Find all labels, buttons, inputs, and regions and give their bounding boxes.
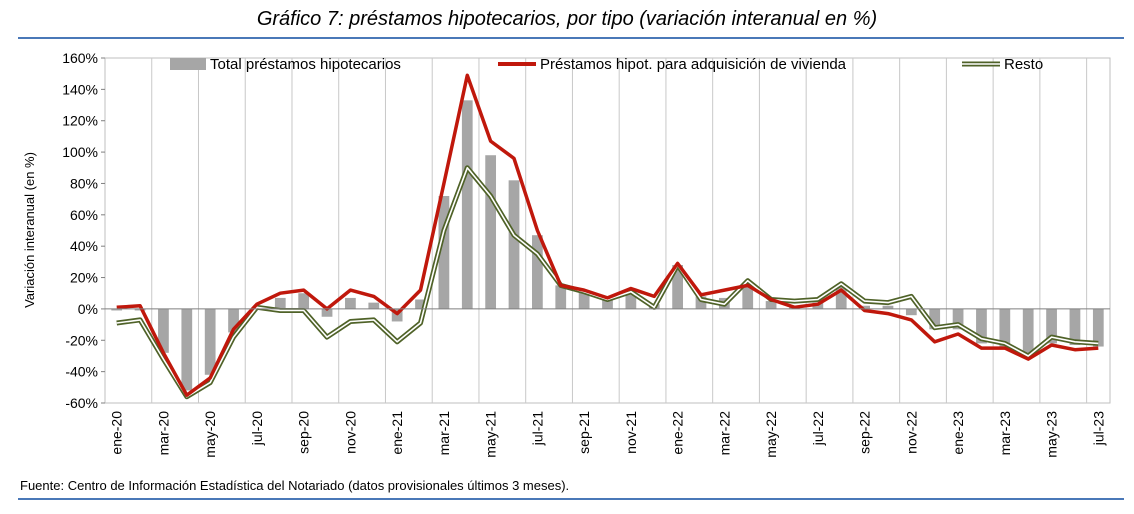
- x-tick-label: ene-23: [950, 411, 966, 455]
- bar-total: [111, 308, 123, 311]
- x-tick-label: sep-20: [296, 411, 312, 454]
- x-tick-label: jul-22: [810, 411, 826, 446]
- chart-title: Gráfico 7: préstamos hipotecarios, por t…: [256, 8, 878, 30]
- top-rule: [18, 37, 1124, 39]
- bar-total: [438, 196, 450, 309]
- bar-total: [228, 308, 239, 333]
- line-adquisicion: [116, 73, 1099, 397]
- bar-total: [952, 308, 964, 330]
- x-tick-label: may-20: [202, 411, 218, 458]
- bar-total: [508, 180, 520, 309]
- x-tick-label: sep-21: [576, 411, 592, 454]
- x-tick-label: mar-22: [716, 411, 732, 456]
- y-tick-label: -60%: [65, 395, 98, 411]
- bar-total: [742, 285, 754, 309]
- plot-frame: [104, 57, 1111, 404]
- x-tick-label: may-21: [483, 411, 499, 458]
- line-resto-outline: [116, 165, 1099, 400]
- bar-total: [765, 301, 777, 309]
- bar-total: [555, 285, 567, 309]
- bar-total: [415, 299, 426, 309]
- grid: [151, 58, 1088, 403]
- x-axis: ene-20 mar-20 may-20 jul-20 sep-20 nov-20 ene-…: [109, 411, 1107, 458]
- bar-total: [602, 296, 613, 309]
- y-tick-label: 80%: [70, 175, 98, 191]
- source-note: Fuente: Centro de Información Estadístic…: [20, 478, 570, 493]
- bars-total: [111, 100, 1104, 391]
- legend-label-resto: Resto: [1004, 56, 1043, 73]
- x-tick-label: nov-22: [903, 411, 919, 454]
- y-tick-label: 20%: [70, 270, 98, 286]
- legend-label-adquisicion: Préstamos hipot. para adquisición de viv…: [540, 56, 847, 73]
- bar-total: [1092, 308, 1104, 347]
- y-tick-label: 100%: [62, 144, 98, 160]
- y-tick-label: -40%: [65, 364, 98, 380]
- x-tick-label: sep-22: [857, 411, 873, 454]
- y-tick-label: 120%: [62, 113, 98, 129]
- bar-total: [181, 308, 193, 391]
- legend: Total préstamos hipotecarios Préstamos h…: [170, 56, 1043, 73]
- x-tick-label: mar-20: [155, 411, 171, 456]
- y-tick-label: -20%: [65, 332, 98, 348]
- bar-total: [625, 293, 637, 309]
- x-tick-label: mar-21: [436, 411, 452, 456]
- lines: [116, 73, 1099, 400]
- x-tick-label: may-22: [763, 411, 779, 458]
- x-tick-label: jul-20: [249, 411, 265, 446]
- y-axis: -60% -40% -20% 0% 20% 40% 60% 80% 100% 120% 140% 16…: [62, 50, 105, 411]
- bar-total: [461, 100, 473, 309]
- bar-total: [345, 297, 356, 309]
- y-axis-label: Variación interanual (en %): [22, 152, 37, 308]
- bar-total: [999, 308, 1011, 347]
- y-tick-label: 0%: [78, 301, 98, 317]
- bar-total: [1046, 308, 1057, 344]
- bar-total: [298, 293, 310, 309]
- x-tick-label: ene-21: [389, 411, 405, 455]
- x-tick-label: mar-23: [997, 411, 1013, 456]
- y-tick-label: 60%: [70, 207, 98, 223]
- legend-label-total: Total préstamos hipotecarios: [210, 56, 401, 73]
- x-tick-label: ene-20: [109, 411, 125, 455]
- bar-total: [929, 308, 941, 330]
- x-tick-label: ene-22: [670, 411, 686, 455]
- bar-total: [368, 302, 380, 309]
- bar-total: [274, 297, 286, 309]
- bar-total: [321, 308, 333, 317]
- line-resto: [116, 167, 1099, 398]
- x-tick-label: jul-23: [1090, 411, 1106, 446]
- y-tick-label: 140%: [62, 81, 98, 97]
- x-tick-label: may-23: [1044, 411, 1060, 458]
- bar-total: [204, 308, 216, 375]
- bar-total: [1022, 308, 1034, 355]
- bottom-rule: [18, 498, 1124, 500]
- bar-total: [672, 265, 683, 309]
- x-tick-label: nov-21: [623, 411, 639, 454]
- bar-total: [1069, 308, 1081, 345]
- bar-total: [158, 308, 169, 353]
- x-tick-label: jul-21: [529, 411, 545, 446]
- x-tick-label: nov-20: [342, 411, 358, 454]
- y-tick-label: 160%: [62, 50, 98, 66]
- bar-total: [905, 308, 917, 316]
- bar-total: [976, 308, 987, 344]
- bar-total: [532, 235, 543, 309]
- bar-total: [859, 305, 870, 309]
- y-tick-label: 40%: [70, 238, 98, 254]
- legend-swatch-total: [170, 58, 206, 70]
- bar-total: [882, 305, 894, 309]
- bar-total: [485, 155, 497, 309]
- bar-total: [695, 296, 707, 309]
- bar-total: [835, 286, 847, 309]
- bar-total: [134, 308, 146, 311]
- bar-total: [578, 291, 590, 309]
